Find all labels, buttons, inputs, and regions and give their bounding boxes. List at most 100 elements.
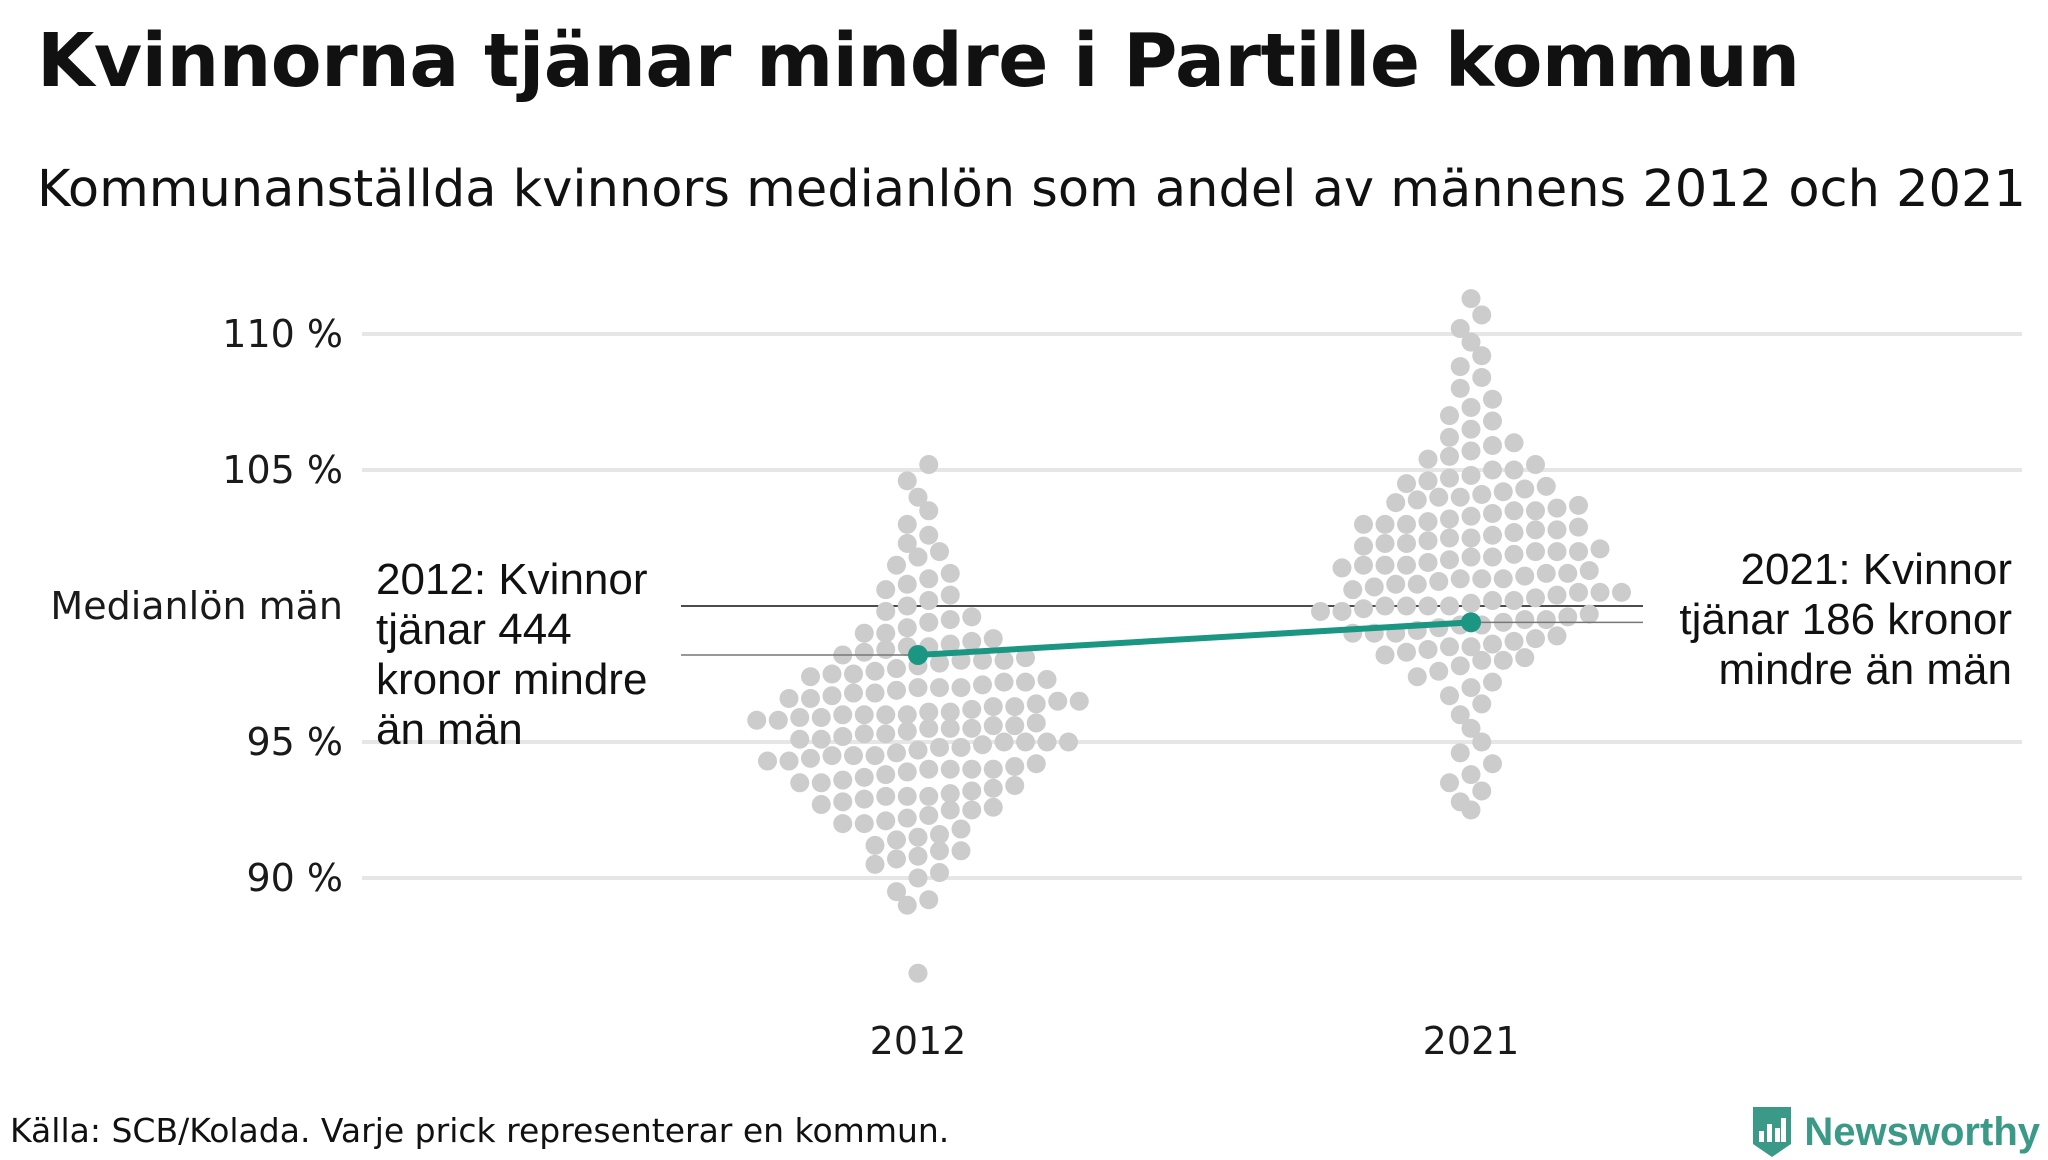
- municipality-dot: [876, 601, 896, 621]
- municipality-dot: [930, 824, 949, 844]
- municipality-dot: [1558, 607, 1578, 627]
- y-tick-label: 110 %: [222, 312, 343, 356]
- y-tick-label: 95 %: [246, 720, 343, 764]
- municipality-dot: [1440, 596, 1459, 616]
- municipality-dot: [1472, 694, 1492, 714]
- y-tick-label: 105 %: [222, 448, 343, 492]
- municipality-dot: [887, 882, 906, 902]
- municipality-dot: [1407, 490, 1427, 510]
- municipality-dot: [1483, 591, 1502, 611]
- annotation-text: 2012: Kvinnor: [376, 555, 648, 604]
- municipality-dot: [1450, 569, 1470, 589]
- municipality-dot: [1440, 528, 1459, 548]
- municipality-dot: [876, 724, 896, 744]
- municipality-dot: [1515, 566, 1535, 586]
- municipality-dot: [973, 650, 992, 670]
- municipality-dot: [1005, 756, 1025, 776]
- municipality-dot: [1386, 574, 1406, 594]
- municipality-dot: [1526, 455, 1545, 475]
- municipality-dot: [854, 705, 874, 725]
- annotation-text: tjänar 186 kronor: [1679, 595, 2012, 644]
- municipality-dot: [844, 664, 863, 684]
- municipality-dot: [1397, 642, 1416, 662]
- municipality-dot: [962, 800, 982, 820]
- municipality-dot: [854, 724, 874, 744]
- municipality-dot: [1461, 528, 1481, 548]
- municipality-dot: [951, 737, 971, 757]
- municipality-dot: [1472, 650, 1492, 670]
- municipality-dot: [1483, 672, 1502, 692]
- municipality-dot: [1397, 596, 1416, 616]
- municipality-dot: [822, 746, 842, 766]
- municipality-dot: [1026, 694, 1046, 714]
- municipality-dot: [1037, 669, 1057, 689]
- municipality-dot: [940, 610, 960, 630]
- municipality-dot: [1397, 514, 1416, 534]
- municipality-dot: [908, 868, 928, 888]
- municipality-dot: [887, 659, 906, 679]
- municipality-dot: [779, 751, 799, 771]
- municipality-dot: [1418, 471, 1438, 491]
- municipality-dot: [940, 718, 960, 738]
- municipality-dot: [1016, 732, 1035, 752]
- municipality-dot: [1407, 667, 1427, 687]
- municipality-dot: [962, 607, 982, 627]
- source-note: Källa: SCB/Kolada. Varje prick represent…: [10, 1111, 950, 1150]
- municipality-dot: [790, 708, 810, 728]
- municipality-dot: [1450, 319, 1470, 339]
- municipality-dot: [1429, 487, 1449, 507]
- municipality-dot: [876, 623, 896, 643]
- municipality-dot: [876, 640, 896, 660]
- municipality-dot: [1536, 563, 1556, 583]
- y-axis: 90 % 95 % Medianlön män 105 % 110 %: [50, 312, 343, 900]
- municipality-dot: [1461, 419, 1481, 439]
- municipality-dot: [1483, 460, 1502, 480]
- municipality-dot: [1375, 533, 1395, 553]
- chart-subtitle: Kommunanställda kvinnors medianlön som a…: [37, 160, 2026, 219]
- municipality-dot: [919, 718, 939, 738]
- municipality-dot: [962, 759, 982, 779]
- municipality-dot: [1461, 765, 1481, 785]
- municipality-dot: [1461, 800, 1481, 820]
- municipality-dot: [930, 863, 949, 883]
- municipality-dot: [1504, 544, 1524, 564]
- municipality-dot: [1418, 640, 1438, 660]
- municipality-dot: [1375, 645, 1395, 665]
- municipality-dot: [1461, 332, 1481, 352]
- municipality-dot: [983, 778, 1003, 798]
- newsworthy-logo-icon: [1753, 1107, 1792, 1157]
- municipality-dot: [758, 751, 777, 771]
- municipality-dot: [1397, 555, 1416, 575]
- municipality-dot: [1526, 501, 1545, 521]
- municipality-dot: [1069, 691, 1089, 711]
- municipality-dot: [973, 675, 992, 695]
- municipality-dot: [897, 514, 917, 534]
- municipality-dot: [994, 732, 1014, 752]
- municipality-dot: [865, 683, 885, 703]
- municipality-dot: [1483, 504, 1502, 524]
- municipality-dot: [919, 501, 939, 521]
- municipality-dot: [801, 748, 820, 768]
- municipality-dot: [844, 683, 863, 703]
- municipality-dot: [1569, 495, 1588, 515]
- municipality-dot: [854, 789, 874, 809]
- municipality-dot: [1461, 718, 1481, 738]
- municipality-dot: [779, 688, 799, 708]
- municipality-dot: [1547, 626, 1567, 646]
- municipality-dot: [1579, 604, 1599, 624]
- municipality-dot: [1440, 509, 1459, 529]
- municipality-dot: [1397, 533, 1416, 553]
- municipality-dot: [897, 618, 917, 638]
- municipality-dot: [897, 808, 917, 828]
- municipality-dot: [973, 735, 992, 755]
- municipality-dot: [1590, 539, 1610, 559]
- annotation-text: mindre än män: [1719, 645, 2012, 694]
- municipality-dot: [951, 841, 971, 861]
- municipality-dot: [1440, 406, 1459, 426]
- municipality-dot: [876, 765, 896, 785]
- municipality-dot: [919, 786, 939, 806]
- municipality-dot: [897, 471, 917, 491]
- municipality-dot: [1048, 691, 1068, 711]
- municipality-dot: [1026, 754, 1046, 774]
